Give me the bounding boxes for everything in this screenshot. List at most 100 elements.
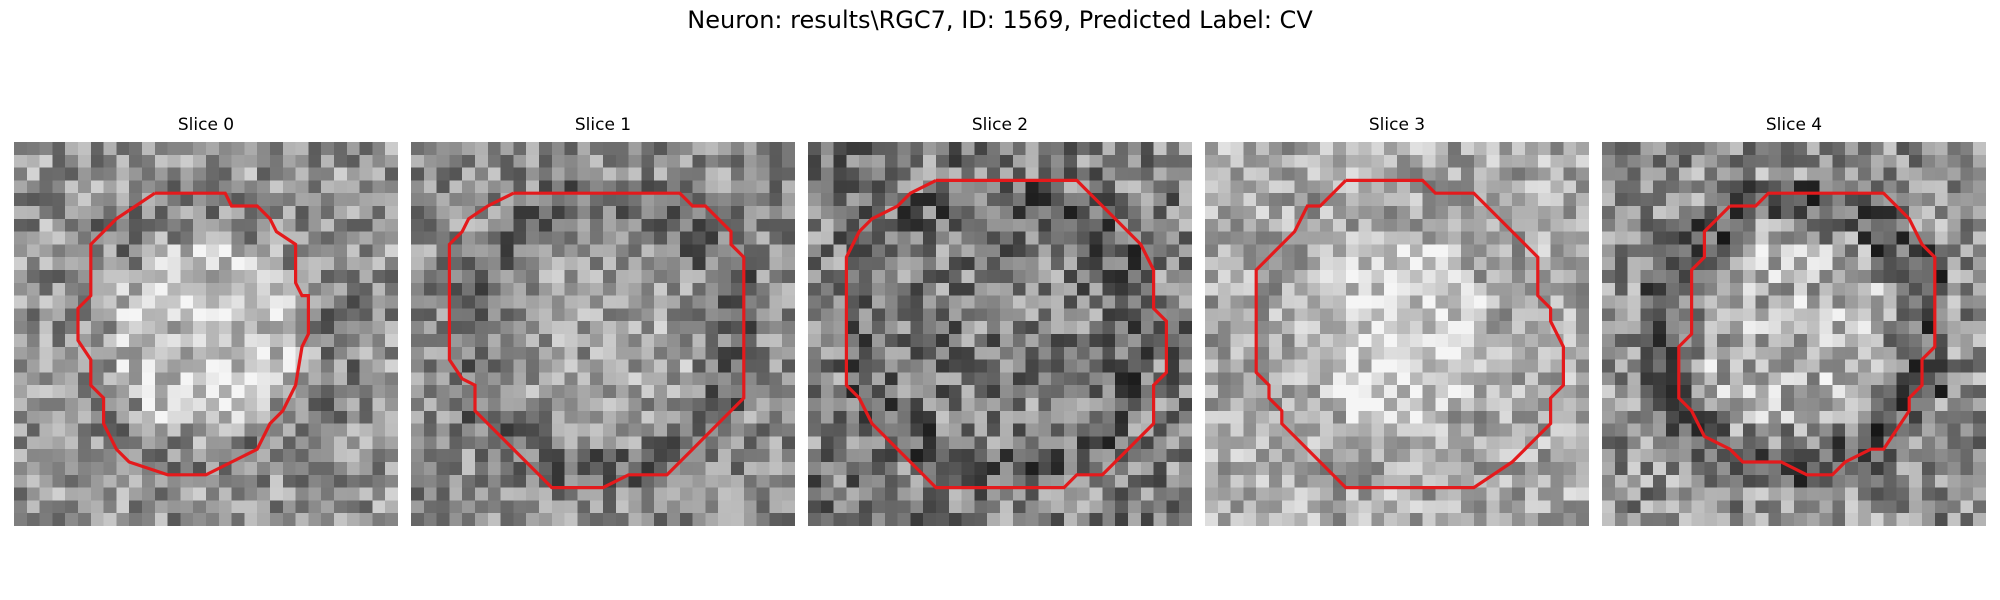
pixel: [231, 244, 245, 258]
pixel: [705, 321, 719, 335]
pixel: [385, 474, 398, 488]
pixel: [718, 142, 732, 156]
pixel: [667, 295, 681, 309]
pixel: [615, 308, 629, 322]
pixel: [1602, 282, 1616, 296]
pixel: [1358, 500, 1372, 514]
pixel: [1409, 180, 1423, 194]
pixel: [295, 231, 309, 245]
pixel: [884, 244, 898, 258]
pixel: [295, 295, 309, 309]
pixel: [436, 359, 450, 373]
pixel: [1358, 231, 1372, 245]
pixel: [1307, 218, 1321, 232]
pixel: [1089, 410, 1103, 424]
pixel: [1614, 474, 1628, 488]
pixel: [936, 436, 950, 450]
pixel: [551, 385, 565, 399]
pixel: [1294, 500, 1308, 514]
pixel: [1794, 334, 1808, 348]
pixel: [423, 270, 437, 284]
pixel: [1166, 462, 1180, 476]
pixel: [487, 500, 501, 514]
pixel: [1422, 282, 1436, 296]
pixel: [987, 321, 1001, 335]
pixel: [1832, 449, 1846, 463]
pixel: [103, 308, 117, 322]
pixel: [1166, 142, 1180, 156]
pixel: [487, 295, 501, 309]
pixel: [1858, 218, 1872, 232]
pixel: [974, 372, 988, 386]
pixel: [52, 359, 66, 373]
pixel: [923, 513, 937, 526]
pixel: [1602, 359, 1616, 373]
pixel: [129, 244, 143, 258]
pixel: [974, 167, 988, 181]
pixel: [1435, 206, 1449, 220]
pixel: [142, 410, 156, 424]
pixel: [1166, 398, 1180, 412]
pixel: [1243, 218, 1257, 232]
pixel: [411, 334, 425, 348]
pixel: [1960, 513, 1974, 526]
pixel: [257, 193, 271, 207]
pixel: [1384, 321, 1398, 335]
pixel: [1883, 142, 1897, 156]
pixel: [859, 321, 873, 335]
pixel: [167, 359, 181, 373]
pixel: [1730, 423, 1744, 437]
pixel: [679, 385, 693, 399]
pixel: [475, 308, 489, 322]
pixel: [961, 462, 975, 476]
pixel: [462, 500, 476, 514]
pixel: [692, 449, 706, 463]
pixel: [1704, 244, 1718, 258]
pixel: [1089, 372, 1103, 386]
pixel: [1896, 334, 1910, 348]
pixel: [1384, 257, 1398, 271]
pixel: [1794, 308, 1808, 322]
pixel: [961, 295, 975, 309]
pixel: [1666, 346, 1680, 360]
pixel: [14, 180, 28, 194]
pixel: [1230, 218, 1244, 232]
pixel: [26, 154, 40, 168]
pixel: [1128, 462, 1142, 476]
pixel: [1153, 167, 1167, 181]
pixel: [167, 436, 181, 450]
pixel: [948, 334, 962, 348]
pixel: [987, 385, 1001, 399]
pixel: [615, 385, 629, 399]
pixel: [1781, 193, 1795, 207]
pixel: [1973, 282, 1986, 296]
pixel: [705, 244, 719, 258]
pixel: [692, 346, 706, 360]
pixel: [1345, 308, 1359, 322]
pixel: [103, 487, 117, 501]
pixel: [1730, 487, 1744, 501]
pixel: [1525, 180, 1539, 194]
pixel: [1742, 359, 1756, 373]
pixel: [961, 436, 975, 450]
pixel: [1409, 282, 1423, 296]
pixel: [1012, 359, 1026, 373]
pixel: [1358, 218, 1372, 232]
pixel: [26, 167, 40, 181]
pixel: [718, 257, 732, 271]
pixel: [1960, 449, 1974, 463]
pixel: [1269, 372, 1283, 386]
pixel: [1755, 308, 1769, 322]
pixel: [26, 193, 40, 207]
pixel: [1883, 513, 1897, 526]
pixel: [1307, 474, 1321, 488]
pixel: [321, 142, 335, 156]
pixel: [129, 231, 143, 245]
pixel: [1320, 244, 1334, 258]
pixel: [1755, 346, 1769, 360]
pixel: [961, 244, 975, 258]
pixel: [52, 449, 66, 463]
pixel: [1845, 167, 1859, 181]
pixel: [641, 270, 655, 284]
pixel: [769, 423, 783, 437]
